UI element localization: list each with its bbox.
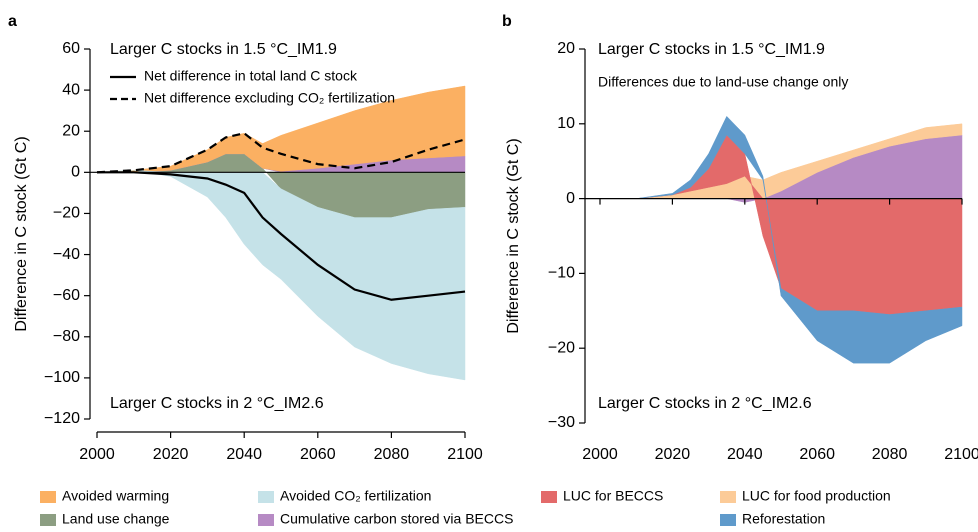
legend-label: Reforestation [742,511,825,527]
annotation: Larger C stocks in 1.5 °C_IM1.9 [598,41,825,58]
y-tick-label: −10 [548,265,575,282]
annotation: Larger C stocks in 2 °C_IM2.6 [598,395,812,412]
annotation: Larger C stocks in 1.5 °C_IM1.9 [110,41,337,58]
legend-swatch [720,514,736,526]
y-tick-label: 40 [62,81,80,98]
x-tick-label: 2000 [79,446,115,463]
y-tick-label: −60 [53,287,80,304]
x-tick-label: 2020 [153,446,189,463]
legend-swatch [40,491,56,503]
panel-label: b [502,13,512,30]
annotation: Differences due to land-use change only [598,74,848,90]
area [600,115,963,364]
legend-swatch [720,491,736,503]
y-tick-label: −80 [53,328,80,345]
y-tick-label: −20 [548,339,575,356]
y-tick-label: 20 [62,122,80,139]
legend-swatch [258,514,274,526]
y-axis-label: Difference in C stock (Gt C) [505,138,522,333]
y-tick-label: 20 [557,40,575,57]
x-tick-label: 2080 [872,446,908,463]
legend-label: Net difference in total land C stock [144,68,358,84]
panel-label: a [8,13,17,30]
y-tick-label: −120 [44,410,80,427]
legend-swatch [258,491,274,503]
y-tick-label: −20 [53,205,80,222]
y-tick-label: −100 [44,369,80,386]
x-tick-label: 2080 [374,446,410,463]
y-tick-label: −30 [548,414,575,431]
legend-swatch [541,491,557,503]
legend-label: Cumulative carbon stored via BECCS [280,511,513,527]
legend-label: LUC for BECCS [563,488,663,504]
x-tick-label: 2060 [300,446,336,463]
legend-swatch [40,514,56,526]
y-tick-label: 0 [566,190,575,207]
legend-label: LUC for food production [742,488,891,504]
x-tick-label: 2040 [727,446,763,463]
legend-label: Land use change [62,511,170,527]
area [96,85,466,173]
x-tick-label: 2020 [655,446,691,463]
x-tick-label: 2100 [447,446,483,463]
x-tick-label: 2000 [582,446,618,463]
x-tick-label: 2060 [799,446,835,463]
y-tick-label: −40 [53,246,80,263]
line [97,171,466,301]
x-tick-label: 2100 [944,446,978,463]
y-tick-label: 60 [62,40,80,57]
x-tick-label: 2040 [226,446,262,463]
annotation: Larger C stocks in 2 °C_IM2.6 [110,395,324,412]
legend-label: Avoided warming [62,488,169,504]
y-tick-label: 10 [557,115,575,132]
area [600,134,963,203]
legend-label: Net difference excluding CO₂ fertilizati… [144,90,395,106]
y-tick-label: 0 [71,164,80,181]
legend-label: Avoided CO₂ fertilization [280,488,431,504]
y-axis-label: Difference in C stock (Gt C) [13,136,30,331]
